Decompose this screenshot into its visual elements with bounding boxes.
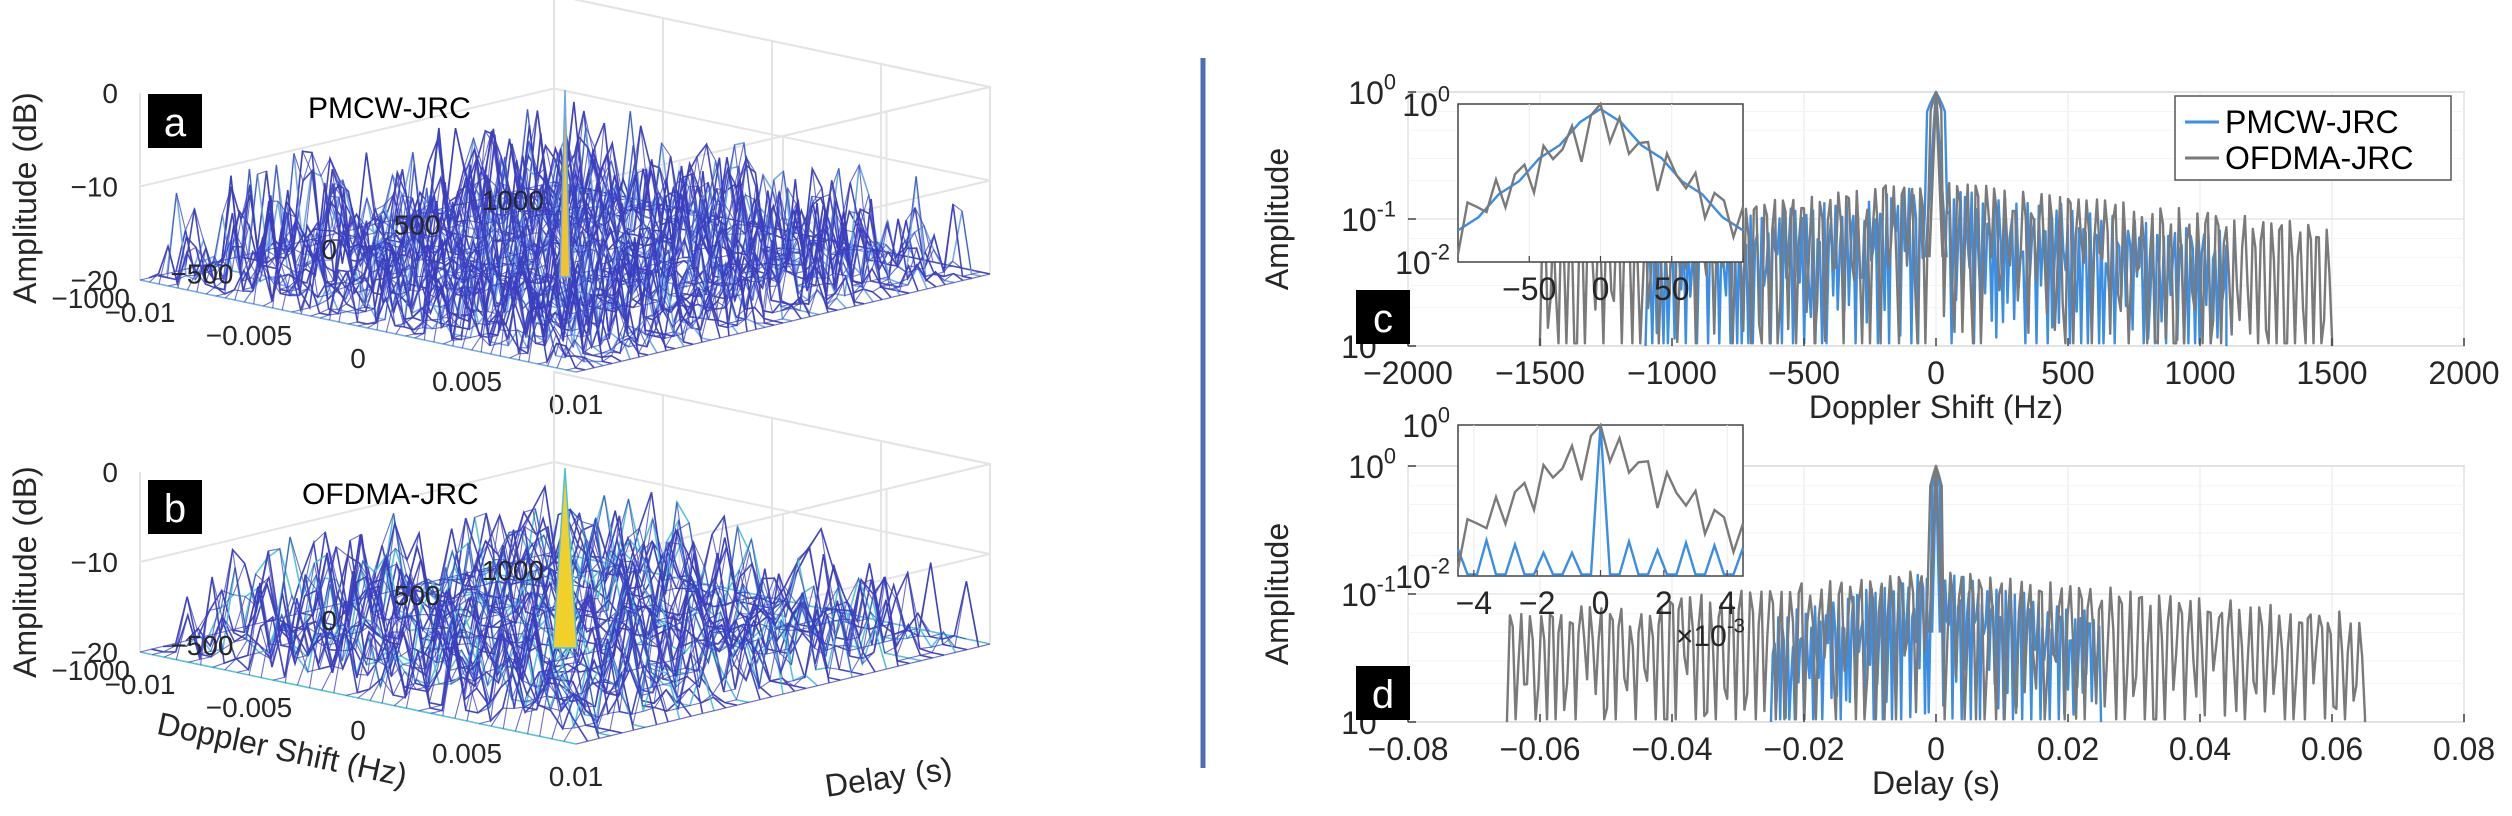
surface-mesh-b xyxy=(139,483,991,745)
panel-badge-c xyxy=(1356,290,1410,344)
legend-entry-1: OFDMA-JRC xyxy=(2225,140,2413,176)
panel-badge-label-c: c xyxy=(1373,297,1393,341)
inset-x-tick-label-d-1: −2 xyxy=(1519,585,1555,621)
surface-peak-a xyxy=(559,89,571,278)
x-tick-label-d-1: −0.06 xyxy=(1500,731,1581,767)
inset-x-tick-label-c-2: 50 xyxy=(1654,271,1690,307)
delay-tick-label-a-1: −0.005 xyxy=(206,320,292,351)
panel-title-a: PMCW-JRC xyxy=(308,92,471,125)
x-tick-label-c-3: −500 xyxy=(1768,355,1840,391)
y-tick-label-c-1: 10-1 xyxy=(1341,197,1396,238)
panel-b-surface-plot: 0 −10 −20 1000 500 0 −500 −1000−0.01 −0.005 0 0.00… xyxy=(7,370,991,804)
panel-badge-label-a: a xyxy=(164,101,187,145)
z-axis-label-b: Amplitude (dB) xyxy=(7,466,43,678)
inset-x-exponent-d: ×10-3 xyxy=(1676,616,1745,654)
x-tick-label-c-4: 0 xyxy=(1927,355,1945,391)
doppler-tick-label-b-1: 500 xyxy=(394,580,441,611)
doppler-tick-label-a-1: 500 xyxy=(394,210,441,241)
x-tick-label-c-5: 500 xyxy=(2041,355,2094,391)
doppler-tick-label-a-4: −1000 xyxy=(51,283,130,314)
y-axis-label-c: Amplitude xyxy=(1259,148,1295,290)
legend-entry-0: PMCW-JRC xyxy=(2225,104,2399,140)
panel-title-b: OFDMA-JRC xyxy=(302,478,479,511)
delay-tick-label-b-0: −0.01 xyxy=(105,669,176,700)
x-axis-label-d: Delay (s) xyxy=(1872,765,2000,801)
doppler-tick-label-b-4: −1000 xyxy=(51,655,130,686)
inset-series-line-c-0 xyxy=(1457,107,1744,232)
series-peak-d-1 xyxy=(1928,465,1944,633)
series-peak-c-1 xyxy=(1928,91,1944,258)
doppler-tick-label-a-0: 1000 xyxy=(482,185,544,216)
x-tick-label-d-4: 0 xyxy=(1927,731,1945,767)
z-tick-label-a-2: −20 xyxy=(71,265,119,296)
z-tick-label-b-2: −20 xyxy=(71,637,119,668)
x-tick-label-d-8: 0.08 xyxy=(2433,731,2495,767)
inset-y-tick-label-c-1: 100 xyxy=(1402,82,1450,123)
panel-badge-a xyxy=(148,94,202,148)
doppler-tick-label-a-3: −500 xyxy=(170,259,233,290)
inset-x-tick-label-d-0: −4 xyxy=(1456,585,1492,621)
z-tick-label-b-1: −10 xyxy=(71,547,119,578)
inset-x-tick-label-c-0: −50 xyxy=(1502,271,1556,307)
surface-peak-b xyxy=(552,467,578,649)
panel-badge-label-b: b xyxy=(164,487,186,531)
y-tick-label-d-2: 100 xyxy=(1348,444,1396,485)
delay-tick-label-b-1: −0.005 xyxy=(206,692,292,723)
x-tick-label-c-2: −1000 xyxy=(1627,355,1717,391)
x-tick-label-d-5: 0.02 xyxy=(2037,731,2099,767)
delay-tick-label-a-3: 0.005 xyxy=(432,366,502,397)
doppler-tick-label-b-2: 0 xyxy=(321,605,337,636)
x-tick-label-c-8: 2000 xyxy=(2428,355,2499,391)
z-tick-label-b-0: 0 xyxy=(102,457,118,488)
inset-d: −4 −2 0 2 4 10-2 100 ×10-3 xyxy=(1395,403,1745,653)
inset-y-tick-label-d-1: 100 xyxy=(1402,403,1450,444)
x-tick-label-d-6: 0.04 xyxy=(2169,731,2231,767)
x-tick-label-c-6: 1000 xyxy=(2164,355,2235,391)
x-tick-label-c-7: 1500 xyxy=(2296,355,2367,391)
delay-tick-label-a-0: −0.01 xyxy=(105,297,176,328)
x-tick-label-d-0: −0.08 xyxy=(1368,731,1449,767)
inset-y-tick-label-d-0: 10-2 xyxy=(1395,554,1450,595)
z-axis-label-a: Amplitude (dB) xyxy=(7,92,43,304)
delay-tick-label-a-2: 0 xyxy=(350,343,366,374)
panel-d-delay-cut-plot: −0.08 −0.06 −0.04 −0.02 0 0.02 0.04 0.06 0.08 10-… xyxy=(1259,403,2495,801)
inset-series-line-d-1 xyxy=(1456,422,1745,569)
y-axis-label-d: Amplitude xyxy=(1259,523,1295,665)
doppler-tick-label-b-0: 1000 xyxy=(482,555,544,586)
z-tick-label-a-0: 0 xyxy=(102,78,118,109)
surface-mesh-a xyxy=(139,101,991,373)
x-axis-label-c: Doppler Shift (Hz) xyxy=(1809,389,2063,425)
doppler-tick-label-a-2: 0 xyxy=(321,234,337,265)
x-tick-label-c-1: −1500 xyxy=(1495,355,1585,391)
delay-tick-label-b-4: 0.01 xyxy=(549,761,604,792)
inset-c: −50 0 50 10-2 100 xyxy=(1395,82,1745,307)
inset-x-tick-label-d-3: 2 xyxy=(1655,585,1673,621)
inset-x-tick-label-c-1: 0 xyxy=(1592,271,1610,307)
x-tick-label-c-0: −2000 xyxy=(1363,355,1453,391)
y-tick-label-d-1: 10-1 xyxy=(1341,572,1396,613)
panel-a-surface-plot: 0 −10 −20 1000 500 0 −500 −1000−0.01 −0.005 0 0.00… xyxy=(7,0,991,420)
x-tick-label-d-7: 0.06 xyxy=(2301,731,2363,767)
inset-series-line-c-1 xyxy=(1456,101,1745,255)
panel-badge-label-d: d xyxy=(1372,673,1394,717)
inset-x-tick-label-d-4: 4 xyxy=(1718,585,1736,621)
panel-badge-b xyxy=(148,480,202,534)
panel-c-doppler-cut-plot: −2000−1500−1000−500050010001500200010-21… xyxy=(1259,70,2500,425)
inset-y-tick-label-c-0: 10-2 xyxy=(1395,240,1450,281)
y-axis-label-b: Delay (s) xyxy=(823,750,955,803)
y-tick-label-c-2: 100 xyxy=(1348,70,1396,111)
x-tick-label-d-3: −0.02 xyxy=(1764,731,1845,767)
delay-tick-label-a-4: 0.01 xyxy=(549,389,604,420)
panel-badge-d xyxy=(1356,666,1410,720)
inset-x-tick-label-d-2: 0 xyxy=(1592,585,1610,621)
doppler-tick-label-b-3: −500 xyxy=(170,630,233,661)
z-tick-label-a-1: −10 xyxy=(71,172,119,203)
x-tick-label-d-2: −0.04 xyxy=(1632,731,1713,767)
delay-tick-label-b-3: 0.005 xyxy=(432,738,502,769)
delay-tick-label-b-2: 0 xyxy=(350,715,366,746)
